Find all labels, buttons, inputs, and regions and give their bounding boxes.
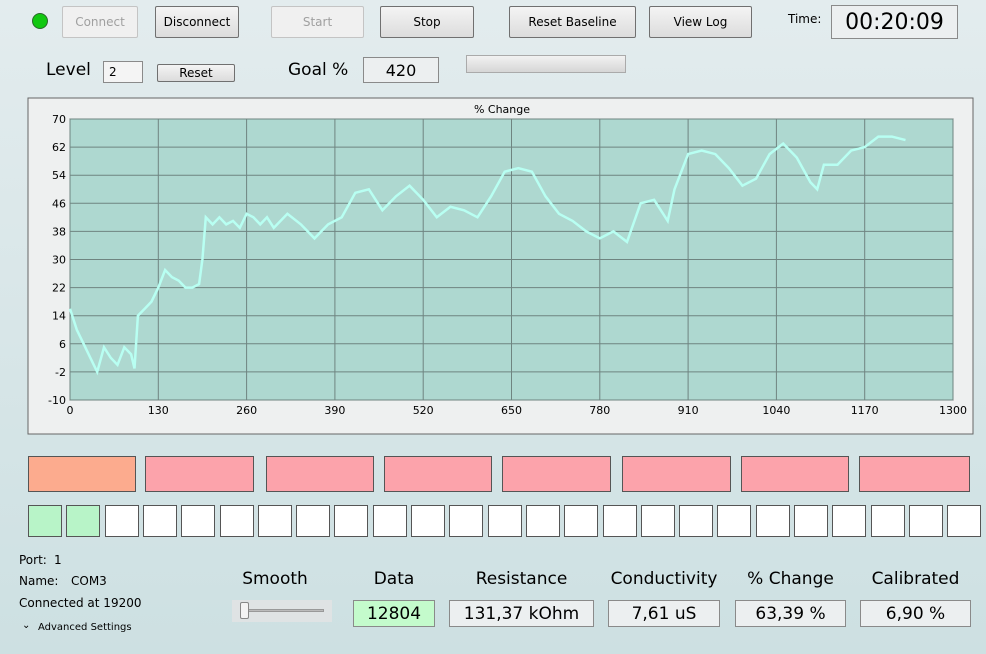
readout-value: 63,39 %	[735, 600, 846, 627]
y-tick-label: -10	[48, 394, 66, 407]
indicator-box	[145, 456, 254, 492]
indicator-cell	[334, 505, 369, 537]
indicator-cell	[525, 505, 560, 537]
toolbar-button[interactable]: View Log	[649, 6, 752, 38]
indicator-cell	[219, 505, 254, 537]
chart-title: % Change	[474, 103, 530, 116]
indicator-cell	[755, 505, 790, 537]
y-tick-label: 46	[52, 197, 66, 210]
indicator-cell	[257, 505, 292, 537]
readout-label: % Change	[747, 569, 834, 589]
readout-value: 6,90 %	[860, 600, 971, 627]
readout-value: 12804	[353, 600, 435, 627]
indicator-cell	[411, 505, 445, 537]
toolbar-button[interactable]: Reset Baseline	[509, 6, 636, 38]
indicator-cell	[717, 505, 752, 537]
level-input[interactable]: 2	[103, 61, 143, 83]
x-tick-label: 130	[148, 404, 169, 417]
indicator-box	[502, 456, 611, 492]
indicator-box	[384, 456, 492, 492]
indicator-box	[741, 456, 849, 492]
x-tick-label: 390	[324, 404, 345, 417]
x-tick-label: 1170	[851, 404, 879, 417]
smooth-label: Smooth	[242, 569, 308, 589]
smooth-slider[interactable]	[232, 600, 332, 622]
level-label: Level	[46, 60, 91, 80]
readout-label: Conductivity	[610, 569, 718, 589]
indicator-cell	[947, 505, 982, 537]
indicator-cell	[296, 505, 331, 537]
indicator-box	[266, 456, 374, 492]
y-tick-label: 14	[52, 310, 66, 323]
y-tick-label: 30	[52, 254, 66, 267]
y-tick-label: 22	[52, 282, 66, 295]
indicator-cell	[794, 505, 828, 537]
readout-value: 7,61 uS	[608, 600, 720, 627]
port-value: 1	[54, 553, 62, 567]
y-tick-label: 70	[52, 113, 66, 126]
progress-bar	[466, 55, 626, 73]
y-tick-label: 62	[52, 141, 66, 154]
indicator-cell	[640, 505, 675, 537]
reset-button[interactable]: Reset	[157, 64, 235, 82]
connection-status: Connected at 19200	[19, 596, 142, 610]
indicator-cell	[104, 505, 139, 537]
indicator-box	[622, 456, 731, 492]
time-label: Time:	[788, 12, 822, 26]
y-tick-label: 54	[52, 169, 66, 182]
readout-label: Data	[373, 569, 415, 589]
indicator-cell	[832, 505, 867, 537]
indicator-cell	[66, 505, 101, 537]
toolbar-button[interactable]: Stop	[380, 6, 474, 38]
x-tick-label: 520	[413, 404, 434, 417]
indicator-cell	[487, 505, 522, 537]
advanced-chevron[interactable]: ⌄	[22, 620, 31, 631]
toolbar-button[interactable]: Connect	[62, 6, 138, 38]
indicator-box	[28, 456, 136, 492]
indicator-cell	[449, 505, 484, 537]
x-tick-label: 780	[589, 404, 610, 417]
toolbar-button[interactable]: Disconnect	[155, 6, 239, 38]
indicator-cell	[602, 505, 637, 537]
readout-label: Resistance	[475, 569, 568, 589]
status-led	[32, 13, 48, 29]
x-tick-label: 650	[501, 404, 522, 417]
y-tick-label: 6	[59, 338, 66, 351]
x-tick-label: 910	[678, 404, 699, 417]
advanced-settings[interactable]: Advanced Settings	[38, 622, 132, 633]
x-tick-label: 260	[236, 404, 257, 417]
goal-display: 420	[363, 57, 439, 83]
indicator-cell	[908, 505, 943, 537]
indicator-cell	[28, 505, 62, 537]
time-display: 00:20:09	[831, 5, 958, 39]
indicator-cell	[679, 505, 714, 537]
goal-label: Goal %	[288, 60, 349, 80]
indicator-cell	[372, 505, 407, 537]
toolbar-button[interactable]: Start	[271, 6, 364, 38]
x-tick-label: 0	[67, 404, 74, 417]
x-tick-label: 1300	[939, 404, 967, 417]
data-line	[68, 135, 906, 376]
indicator-cell	[870, 505, 905, 537]
indicator-box	[859, 456, 970, 492]
y-tick-label: -2	[55, 366, 66, 379]
readout-value: 131,37 kOhm	[449, 600, 594, 627]
indicator-cell	[142, 505, 177, 537]
readout-label: Calibrated	[871, 569, 960, 589]
y-tick-label: 38	[52, 225, 66, 238]
x-tick-label: 1040	[762, 404, 790, 417]
port-label: Port:	[19, 553, 47, 567]
indicator-cell	[564, 505, 599, 537]
name-label: Name:	[19, 574, 59, 588]
name-value: COM3	[71, 574, 107, 588]
indicator-cell	[181, 505, 216, 537]
